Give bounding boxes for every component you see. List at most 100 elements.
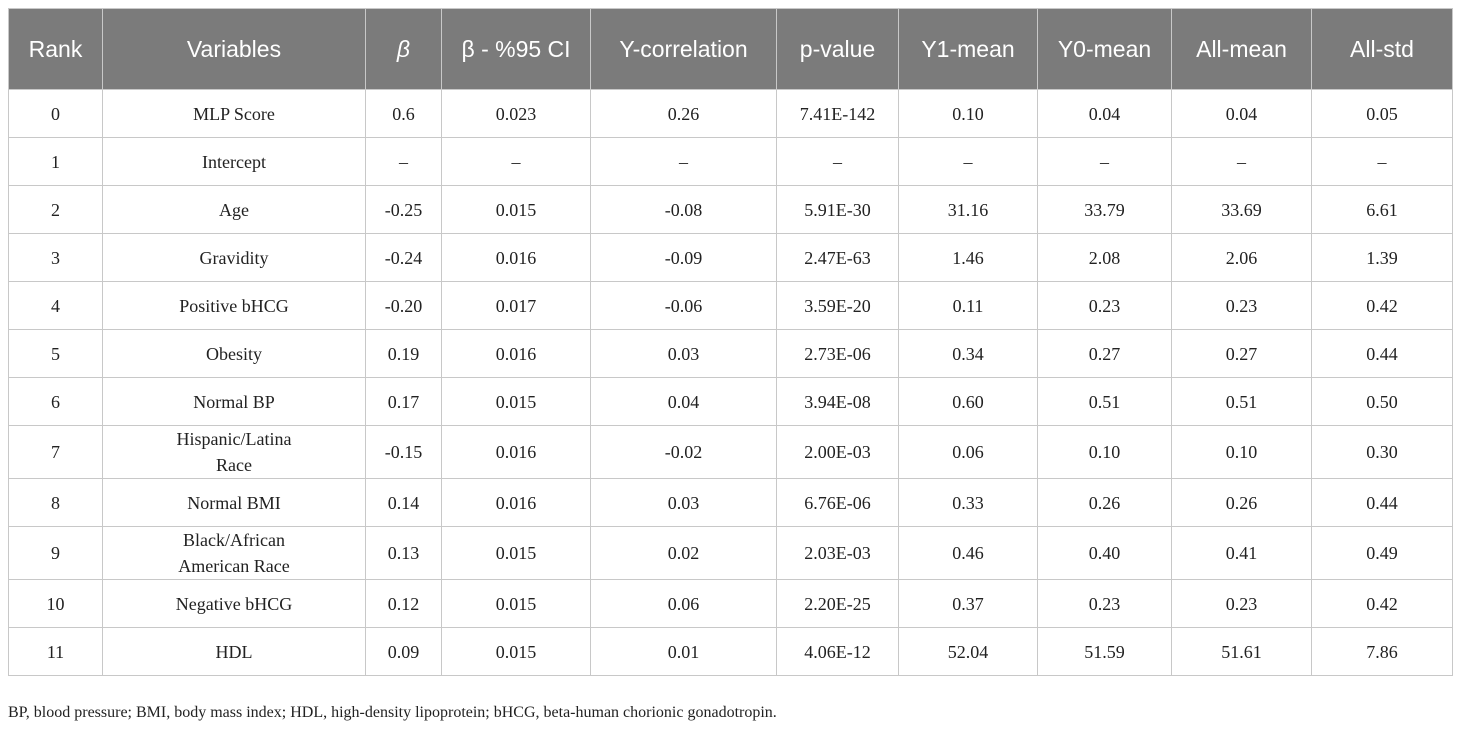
table-cell: 33.79 — [1037, 185, 1172, 234]
header-text: Rank — [28, 35, 83, 62]
cell-text: 0.03 — [667, 492, 700, 513]
cell-text: 0.23 — [1225, 295, 1258, 316]
table-cell: 52.04 — [898, 627, 1038, 676]
table-cell: 0.26 — [1037, 478, 1172, 527]
table-row: 9 Black/African American Race 0.13 0.015 0.0… — [8, 526, 1453, 580]
table-cell: 0.016 — [441, 233, 591, 282]
table-cell: 51.59 — [1037, 627, 1172, 676]
cell-text: Positive bHCG — [179, 295, 289, 316]
cell-text: 0.44 — [1366, 492, 1398, 513]
table-cell: 0.015 — [441, 579, 591, 628]
cell-text: 0.04 — [667, 391, 700, 412]
table-cell: 0.42 — [1311, 579, 1453, 628]
cell-text: 7.41E-142 — [799, 103, 876, 124]
cell-text: -0.09 — [664, 247, 703, 268]
table-cell: Black/African American Race — [102, 526, 366, 580]
cell-text: -0.20 — [384, 295, 423, 316]
table-cell: 3.94E-08 — [776, 377, 899, 426]
table-row: 4 Positive bHCG -0.20 0.017 -0.06 3.59E-20 0.1… — [8, 281, 1453, 330]
cell-text: 0.015 — [495, 593, 537, 614]
cell-text: 0.33 — [952, 492, 984, 513]
cell-text: Normal BP — [193, 391, 275, 412]
table-cell: 0.06 — [898, 425, 1038, 479]
cell-text: 10 — [46, 593, 65, 614]
cell-text: 0.26 — [1088, 492, 1121, 513]
cell-text: – — [399, 151, 408, 172]
table-cell: 0.03 — [590, 329, 777, 378]
table-cell: 0.11 — [898, 281, 1038, 330]
table-cell: 6.76E-06 — [776, 478, 899, 527]
cell-text: 2.73E-06 — [804, 343, 871, 364]
table-cell: 0.60 — [898, 377, 1038, 426]
header-cell: All-mean — [1171, 8, 1312, 90]
cell-text: 2.06 — [1225, 247, 1258, 268]
cell-text: – — [1100, 151, 1109, 172]
table-cell: 0.37 — [898, 579, 1038, 628]
cell-text: 2.00E-03 — [804, 442, 871, 462]
cell-text: 1 — [51, 151, 60, 172]
table-cell: -0.15 — [365, 425, 442, 479]
table-cell: 0.04 — [590, 377, 777, 426]
table-cell: 0.015 — [441, 185, 591, 234]
cell-text: 4.06E-12 — [804, 641, 871, 662]
table-cell: 2.73E-06 — [776, 329, 899, 378]
table-cell: 0.44 — [1311, 478, 1453, 527]
cell-text: -0.24 — [384, 247, 423, 268]
cell-text: -0.15 — [384, 442, 423, 462]
cell-text: 33.79 — [1084, 199, 1125, 220]
cell-text: 51.59 — [1084, 641, 1125, 662]
table-cell: 7.86 — [1311, 627, 1453, 676]
cell-text: 0.51 — [1225, 391, 1258, 412]
cell-text: 0.016 — [495, 247, 537, 268]
cell-text: 0.13 — [387, 543, 420, 563]
cell-text: 0.01 — [667, 641, 700, 662]
cell-text: 0.06 — [667, 593, 700, 614]
cell-text: 0.41 — [1225, 543, 1258, 563]
table-cell: 0.23 — [1171, 579, 1312, 628]
table-cell: Normal BP — [102, 377, 366, 426]
cell-text: 0.10 — [1225, 442, 1258, 462]
table-cell: 0.12 — [365, 579, 442, 628]
header-text: β - %95 CI — [461, 35, 571, 62]
table-cell: -0.25 — [365, 185, 442, 234]
table-cell: 31.16 — [898, 185, 1038, 234]
cell-text: Intercept — [202, 151, 266, 172]
cell-text: 0.60 — [952, 391, 984, 412]
table-cell: Age — [102, 185, 366, 234]
table-cell: 0.04 — [1171, 89, 1312, 138]
table-cell: 0.23 — [1037, 579, 1172, 628]
table-cell: -0.24 — [365, 233, 442, 282]
cell-text: 0.015 — [495, 391, 537, 412]
cell-text: Black/African American Race — [178, 530, 290, 576]
table-cell: 0.27 — [1037, 329, 1172, 378]
table-cell: 0.05 — [1311, 89, 1453, 138]
table-cell: 0.10 — [898, 89, 1038, 138]
table-cell: 0.51 — [1037, 377, 1172, 426]
table-cell: 5.91E-30 — [776, 185, 899, 234]
cell-text: 11 — [46, 641, 65, 662]
table-cell: 0.023 — [441, 89, 591, 138]
table-cell: 0.06 — [590, 579, 777, 628]
table-cell: – — [590, 137, 777, 186]
table-row: 5 Obesity 0.19 0.016 0.03 2.73E-06 0.34 0.27 0.2… — [8, 329, 1453, 378]
header-text: Y-correlation — [619, 35, 748, 62]
cell-text: 0.26 — [667, 103, 700, 124]
table-cell: 2 — [8, 185, 103, 234]
table-cell: 0.17 — [365, 377, 442, 426]
table-cell: -0.02 — [590, 425, 777, 479]
table-cell: 0.04 — [1037, 89, 1172, 138]
cell-text: 0.46 — [952, 543, 984, 563]
table-cell: 6 — [8, 377, 103, 426]
cell-text: 52.04 — [947, 641, 989, 662]
cell-text: 0.05 — [1366, 103, 1398, 124]
table-cell: 4 — [8, 281, 103, 330]
cell-text: 1.39 — [1366, 247, 1398, 268]
cell-text: 0.23 — [1088, 593, 1121, 614]
cell-text: -0.08 — [664, 199, 703, 220]
cell-text: 0.19 — [387, 343, 420, 364]
cell-text: 2.20E-25 — [804, 593, 871, 614]
table-cell: 0.30 — [1311, 425, 1453, 479]
cell-text: – — [833, 151, 842, 172]
table-container: Rank Variables β β - %95 CI Y-correlation p-v… — [8, 8, 1453, 676]
